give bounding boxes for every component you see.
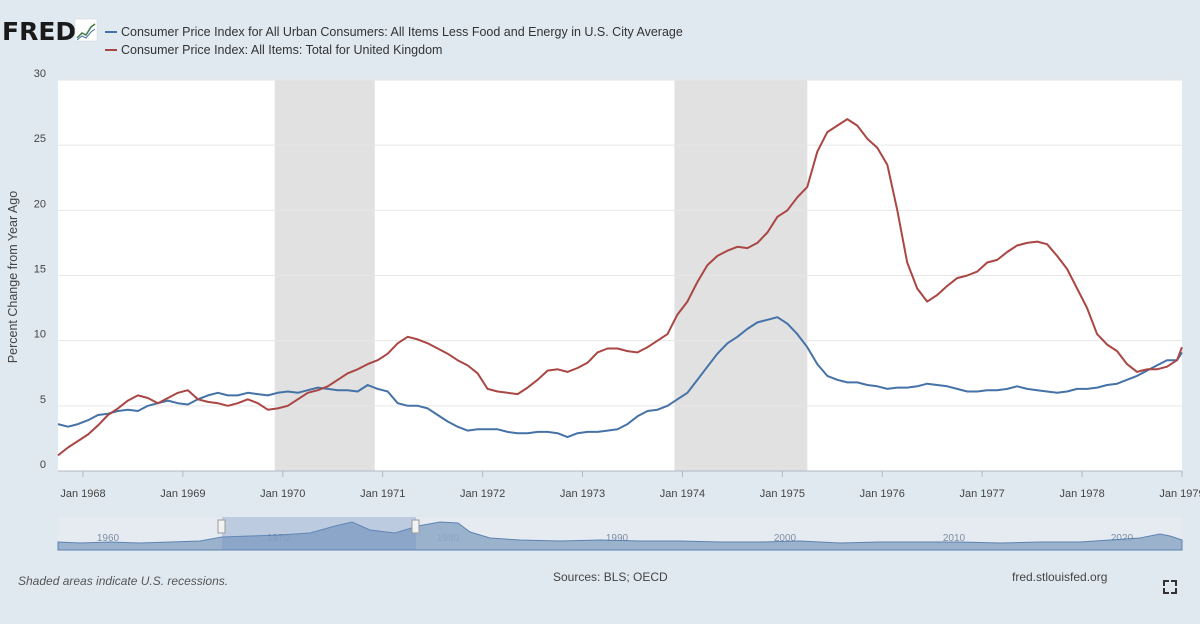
y-tick-label-5: 5 (40, 394, 46, 406)
navigator-label-2020: 2020 (1111, 533, 1134, 544)
range-navigator[interactable]: 1960197019801990200020102020 (57, 517, 1183, 551)
x-tick-label-1: Jan 1969 (160, 488, 205, 500)
logo-chart-icon (74, 18, 98, 42)
navigator-selected-range[interactable] (222, 517, 416, 550)
gridlines (58, 79, 1182, 407)
y-tick-label-25: 25 (34, 133, 46, 145)
navigator-series (57, 521, 1183, 551)
data-series (57, 118, 1183, 457)
x-tick-label-3: Jan 1971 (360, 488, 405, 500)
legend-label-us: Consumer Price Index for All Urban Consu… (121, 25, 683, 39)
y-tick-label-20: 20 (34, 198, 46, 210)
x-tick-label-4: Jan 1972 (460, 488, 505, 500)
y-tick-label-15: 15 (34, 264, 46, 276)
navigator-label-2000: 2000 (774, 533, 797, 544)
legend-item-us-core-cpi[interactable]: Consumer Price Index for All Urban Consu… (105, 25, 683, 39)
series-line-uk-cpi[interactable] (57, 118, 1183, 457)
x-tick-label-6: Jan 1974 (660, 488, 705, 500)
logo-text: FRED (2, 17, 76, 46)
fullscreen-icon[interactable] (1163, 580, 1177, 594)
x-tick-label-5: Jan 1973 (560, 488, 605, 500)
legend-label-uk: Consumer Price Index: All Items: Total f… (121, 43, 442, 57)
fred-link[interactable]: fred.stlouisfed.org (1012, 570, 1108, 584)
x-axis-ticks: Jan 1968 Jan 1969 Jan 1970 Jan 1971 Jan 1972… (60, 471, 1200, 500)
navigator-label-2010: 2010 (943, 533, 966, 544)
x-tick-label-7: Jan 1975 (760, 488, 805, 500)
sources-text: Sources: BLS; OECD (553, 570, 668, 584)
y-tick-label-30: 30 (34, 68, 46, 80)
y-axis-title: Percent Change from Year Ago (6, 191, 20, 363)
recession-note: Shaded areas indicate U.S. recessions. (18, 574, 229, 588)
y-tick-label-10: 10 (34, 329, 46, 341)
y-tick-label-0: 0 (40, 459, 46, 471)
fred-logo[interactable]: FRED (2, 17, 98, 46)
x-tick-label-11: Jan 1979 (1159, 488, 1200, 500)
x-tick-label-8: Jan 1976 (860, 488, 905, 500)
y-axis-ticks: 0 5 10 15 20 25 30 (34, 68, 46, 471)
x-tick-label-9: Jan 1977 (960, 488, 1005, 500)
series-line-us-core-cpi[interactable] (57, 316, 1183, 439)
navigator-right-handle[interactable] (411, 519, 420, 534)
x-tick-label-2: Jan 1970 (260, 488, 305, 500)
navigator-left-handle[interactable] (217, 519, 226, 534)
navigator-label-1990: 1990 (606, 533, 629, 544)
legend-item-uk-cpi[interactable]: Consumer Price Index: All Items: Total f… (105, 43, 442, 57)
x-tick-label-0: Jan 1968 (60, 488, 105, 500)
x-tick-label-10: Jan 1978 (1059, 488, 1104, 500)
navigator-label-1960: 1960 (97, 533, 120, 544)
legend: Consumer Price Index for All Urban Consu… (105, 25, 683, 57)
